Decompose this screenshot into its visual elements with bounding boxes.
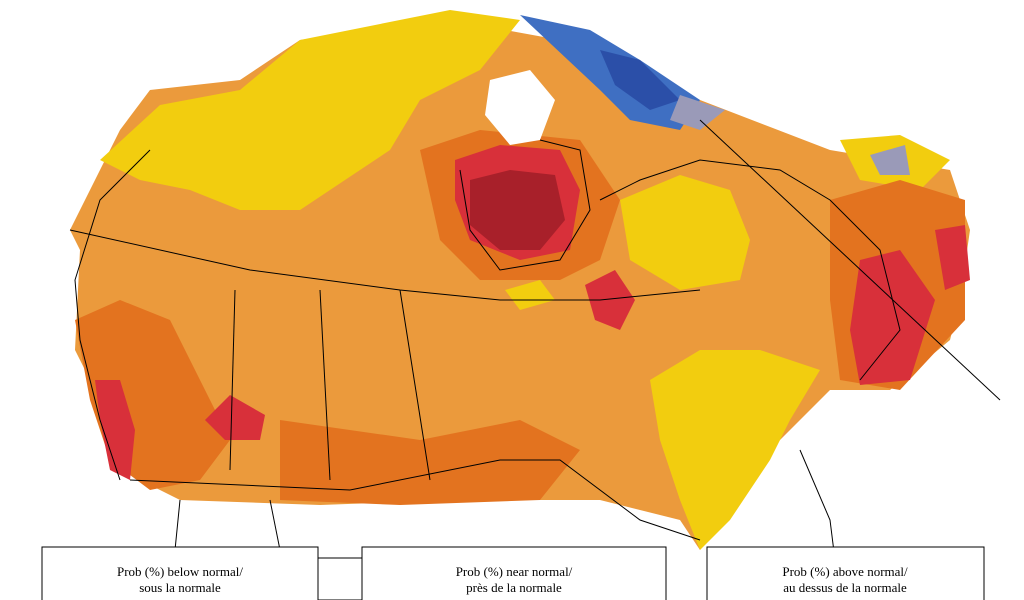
yellow-north: [100, 10, 520, 210]
darkred-hudson: [470, 170, 565, 250]
legend-label: Prob (%) near normal/: [456, 564, 573, 579]
grey-patch-2: [870, 145, 910, 175]
yellow-east: [620, 175, 750, 290]
legend-box: Prob (%) near normal/ près de la normale: [361, 546, 667, 600]
border-line: [129, 459, 701, 541]
legend-frame: [41, 546, 319, 600]
small-box: [317, 557, 363, 600]
red-alberta: [205, 395, 265, 440]
legend-label: près de la normale: [466, 580, 562, 595]
yellow-center-spot: [505, 280, 555, 310]
province-line: [319, 289, 331, 481]
coastline: [74, 149, 151, 481]
red-labrador: [935, 225, 970, 290]
white-island: [485, 70, 555, 145]
boundaries: [69, 119, 1001, 600]
legend-label: Prob (%) below normal/: [117, 564, 243, 579]
darkblue-baffin: [600, 50, 680, 110]
legend-label: au dessus de la normale: [783, 580, 907, 595]
red-ontario: [585, 270, 635, 330]
coastline: [459, 139, 591, 271]
coastline: [599, 159, 901, 381]
legend-label: sous la normale: [139, 580, 221, 595]
legend-label: Prob (%) above normal/: [782, 564, 908, 579]
deep-orange-south: [280, 420, 580, 505]
probability-field: [70, 10, 970, 550]
latitude-line: [69, 229, 701, 301]
grey-patch: [670, 95, 725, 130]
legend-frame: [361, 546, 667, 600]
legend-box: Prob (%) above normal/ au dessus de la n…: [706, 546, 985, 600]
red-quebec: [850, 250, 935, 385]
red-west: [95, 380, 135, 480]
province-line: [229, 289, 236, 471]
province-line: [399, 289, 431, 481]
legend-box: Prob (%) below normal/ sous la normale: [41, 546, 319, 600]
yellow-south: [650, 350, 820, 550]
legend-frame: [706, 546, 985, 600]
